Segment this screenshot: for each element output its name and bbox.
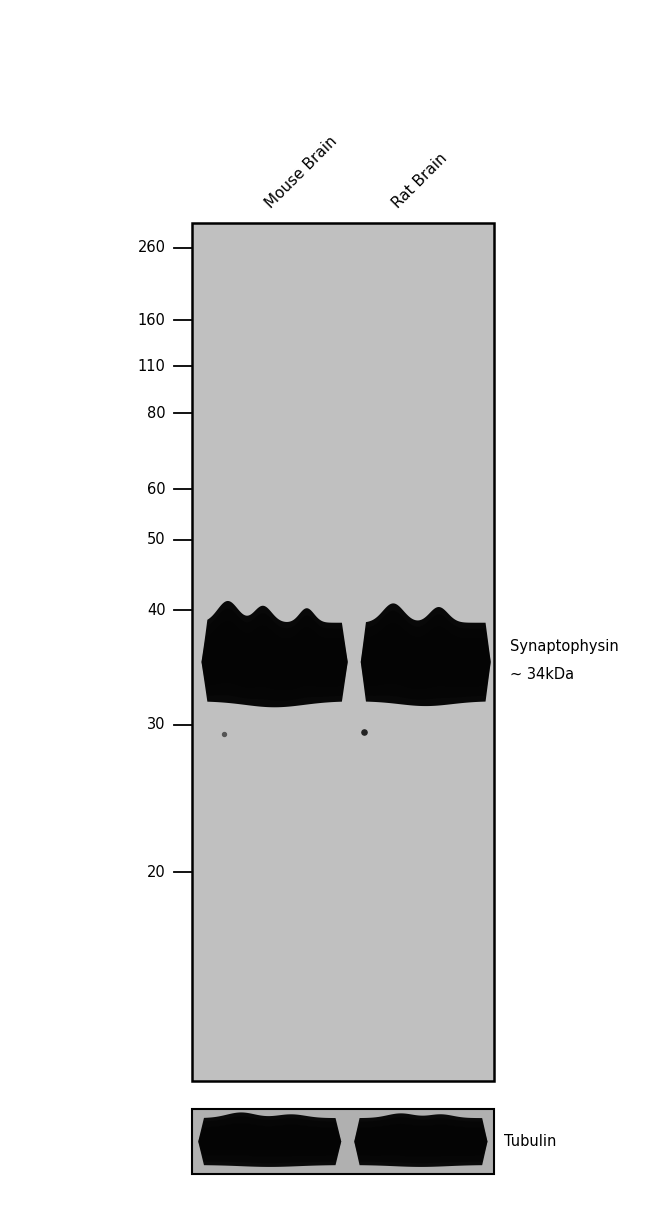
Polygon shape bbox=[361, 611, 491, 699]
Polygon shape bbox=[202, 609, 348, 701]
Text: Synaptophysin: Synaptophysin bbox=[510, 639, 619, 654]
Text: 20: 20 bbox=[147, 865, 166, 879]
Text: 110: 110 bbox=[138, 359, 166, 373]
Polygon shape bbox=[198, 1116, 341, 1163]
Polygon shape bbox=[202, 600, 348, 707]
Polygon shape bbox=[198, 1123, 341, 1157]
Text: 260: 260 bbox=[138, 240, 166, 255]
Polygon shape bbox=[354, 1123, 488, 1157]
Text: ~ 34kDa: ~ 34kDa bbox=[510, 667, 575, 681]
Text: Tubulin: Tubulin bbox=[504, 1134, 556, 1149]
Text: 50: 50 bbox=[147, 533, 166, 547]
Bar bbox=[192, 223, 494, 1081]
Polygon shape bbox=[361, 623, 491, 689]
Point bbox=[219, 725, 229, 744]
Text: 60: 60 bbox=[147, 482, 166, 496]
Point bbox=[359, 722, 369, 742]
Polygon shape bbox=[354, 1117, 488, 1163]
Text: 80: 80 bbox=[147, 406, 166, 420]
Polygon shape bbox=[202, 621, 348, 690]
Polygon shape bbox=[361, 604, 491, 705]
Polygon shape bbox=[198, 1113, 341, 1167]
Text: 30: 30 bbox=[148, 718, 166, 732]
Text: 40: 40 bbox=[147, 603, 166, 617]
Text: Mouse Brain: Mouse Brain bbox=[263, 134, 340, 211]
Text: Rat Brain: Rat Brain bbox=[389, 151, 450, 211]
Bar bbox=[192, 1109, 494, 1174]
Text: 160: 160 bbox=[138, 313, 166, 327]
Polygon shape bbox=[354, 1114, 488, 1167]
